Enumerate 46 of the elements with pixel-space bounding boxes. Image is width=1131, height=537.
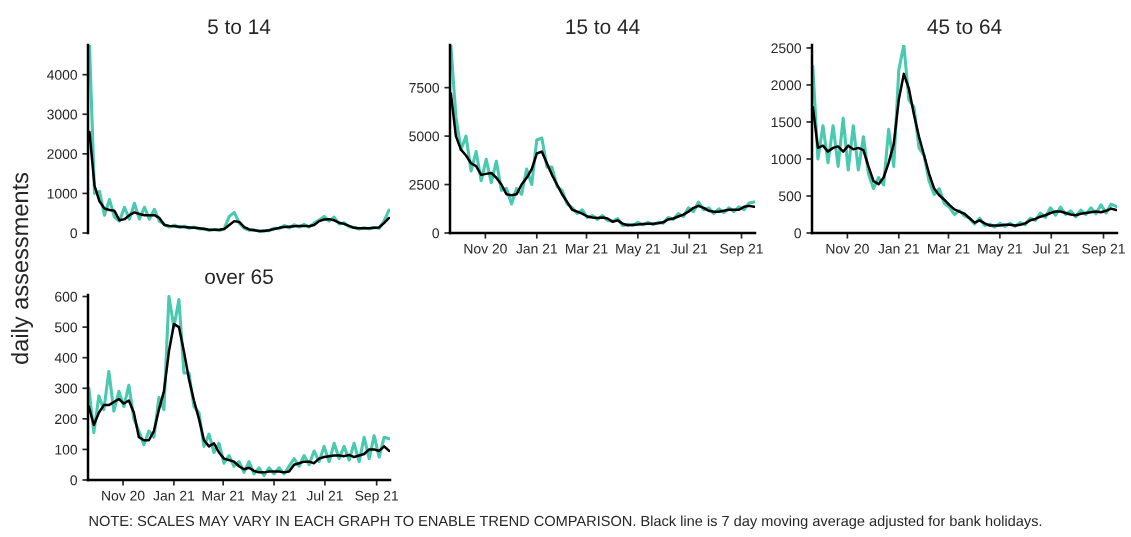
y-tick-label: 5000 (409, 131, 440, 142)
chart-title: 15 to 44 (566, 19, 640, 35)
x-tick-label: Jan 21 (516, 243, 557, 254)
x-tick-label: Nov 20 (464, 243, 507, 254)
y-tick-label: 0 (70, 475, 78, 486)
x-tick-label: May 21 (978, 243, 1022, 257)
x-tick-label: Jan 21 (153, 490, 195, 501)
x-tick-label: Jul 21 (306, 490, 343, 501)
y-tick-label: 200 (55, 414, 78, 425)
x-tick-label: Nov 20 (102, 490, 145, 501)
x-tick-label: Mar 21 (202, 490, 245, 501)
y-tick-label: 2000 (771, 80, 802, 91)
y-tick-label: 2500 (771, 43, 802, 54)
y-tick-label: 0 (432, 228, 440, 239)
y-tick-label: 2500 (409, 179, 440, 190)
y-tick-label: 300 (54, 383, 78, 394)
y-tick-label: 1500 (771, 117, 802, 128)
y-tick-label: 0 (794, 228, 802, 239)
y-tick-label: 100 (55, 444, 78, 455)
x-tick-label: Nov 20 (826, 243, 869, 254)
chart-title: 5 to 14 (207, 19, 271, 35)
y-tick-label: 400 (54, 353, 78, 363)
x-tick-label: Jul 21 (1032, 243, 1070, 254)
y-tick-label: 7500 (409, 82, 440, 93)
y-tick-label: 500 (54, 322, 78, 333)
y-tick-label: 3000 (47, 109, 78, 120)
y-tick-label: 500 (778, 191, 802, 202)
x-tick-label: Mar 21 (566, 243, 608, 254)
y-axis-title: daily assessments (11, 172, 34, 364)
y-tick-label: 1000 (47, 188, 78, 199)
x-tick-label: May 21 (616, 243, 660, 257)
y-tick-label: 600 (55, 291, 78, 302)
y-tick-label: 1000 (771, 154, 802, 165)
y-tick-label: 4000 (47, 70, 78, 80)
x-tick-label: Sep 21 (720, 243, 763, 257)
chart-title: over 65 (205, 269, 273, 285)
x-tick-label: Mar 21 (928, 243, 970, 254)
text: NOTE: SCALES MAY VARY IN EACH GRAPH TO ENABLE TREND COMPARISON. Black line is 7 day moving average adjusted for bank holidays. (89, 515, 1042, 529)
x-tick-label: May 21 (252, 490, 297, 504)
x-tick-label: Jan 21 (878, 243, 919, 254)
y-tick-label: 0 (70, 228, 78, 239)
x-tick-label: Sep 21 (1082, 243, 1125, 257)
chart-title: 45 to 64 (927, 19, 1002, 35)
x-tick-label: Jul 21 (670, 243, 708, 254)
y-tick-label: 2000 (47, 149, 78, 160)
x-tick-label: Sep 21 (355, 490, 398, 504)
